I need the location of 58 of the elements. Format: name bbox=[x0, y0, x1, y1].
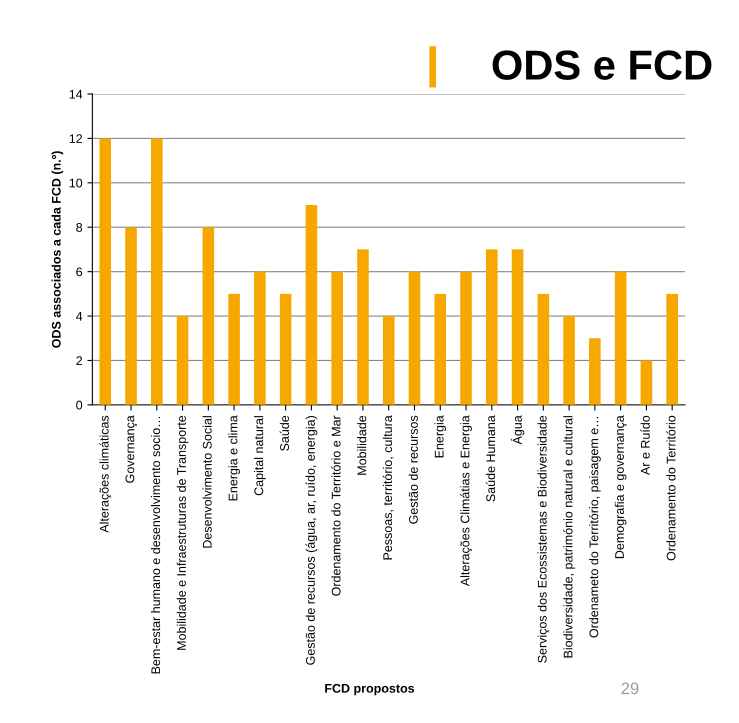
x-tick-label: Energia e clima bbox=[228, 415, 240, 500]
bar bbox=[614, 272, 626, 405]
y-axis-title: ODS associados a cada FCD (n.º) bbox=[52, 151, 64, 348]
x-tick-label: Demografia e governança bbox=[614, 415, 626, 558]
y-tick-label: 0 bbox=[76, 400, 82, 410]
y-tick-label: 8 bbox=[76, 223, 82, 232]
bar bbox=[538, 294, 550, 405]
y-tick-label: 2 bbox=[76, 356, 82, 365]
x-tick-label: Gestão de recursos bbox=[408, 416, 418, 524]
bar bbox=[512, 249, 524, 405]
bar bbox=[254, 272, 266, 405]
bar bbox=[434, 294, 446, 405]
bar bbox=[280, 294, 292, 405]
y-tick-label: 12 bbox=[70, 134, 82, 143]
bar bbox=[331, 272, 343, 405]
bar bbox=[563, 316, 575, 405]
bar bbox=[408, 272, 420, 405]
bar bbox=[589, 338, 601, 405]
bar bbox=[666, 294, 678, 405]
x-tick-label: Energia bbox=[434, 415, 446, 458]
y-tick-label: 14 bbox=[70, 90, 82, 99]
x-tick-label: Saúde Humana bbox=[486, 415, 496, 502]
bar bbox=[357, 249, 369, 405]
x-tick-label: Mobilidade bbox=[357, 416, 366, 475]
bar bbox=[99, 138, 112, 405]
bar bbox=[382, 316, 395, 405]
bar bbox=[176, 316, 188, 405]
bar bbox=[460, 272, 472, 405]
x-tick-label: Capital natural bbox=[254, 416, 266, 496]
x-tick-label: Ordenamento do Território bbox=[666, 416, 676, 560]
y-tick-label: 6 bbox=[76, 267, 82, 276]
x-tick-label: Pessoas, território, cultura bbox=[382, 415, 394, 560]
bar bbox=[306, 205, 318, 405]
x-tick-label: Saúde bbox=[280, 416, 289, 451]
x-tick-label: Ordenameto do Território, paisagem e… bbox=[588, 416, 601, 638]
y-tick-label: 10 bbox=[70, 178, 82, 188]
chart-title: ODS e FCD bbox=[492, 50, 712, 80]
x-axis-title: FCD propostos bbox=[325, 684, 414, 696]
x-tick-label: Ar e Ruído bbox=[640, 416, 650, 476]
bar bbox=[202, 227, 214, 405]
x-tick-label: Governança bbox=[125, 415, 137, 483]
bar bbox=[228, 294, 240, 405]
bar bbox=[125, 227, 137, 405]
x-tick-label: Mobilidade e Infraestruturas de Transporte bbox=[176, 416, 188, 650]
x-tick-label: Alterações Climátias e Energia bbox=[460, 415, 472, 586]
x-tick-label: Biodiversidade, património natural e cultural bbox=[563, 416, 575, 658]
bar bbox=[640, 360, 652, 405]
x-tick-label: Ordenamento do Território e Mar bbox=[331, 415, 341, 596]
x-tick-label: Gestão de recursos (água, ar, ruído, energia) bbox=[306, 416, 318, 665]
x-tick-label: Serviços dos Ecossistemas e Biodiversidade bbox=[537, 416, 550, 663]
x-tick-label: Desenvolvimento Social bbox=[202, 416, 212, 548]
bar bbox=[151, 138, 163, 405]
y-tick-label: 4 bbox=[76, 312, 82, 321]
text: 29 bbox=[622, 682, 638, 694]
x-tick-label: Alterações climáticas bbox=[99, 416, 112, 533]
x-tick-label: Bem-estar humano e desenvolvimento socio… bbox=[150, 416, 160, 674]
bar bbox=[486, 249, 498, 405]
x-tick-label: Água bbox=[510, 415, 524, 444]
